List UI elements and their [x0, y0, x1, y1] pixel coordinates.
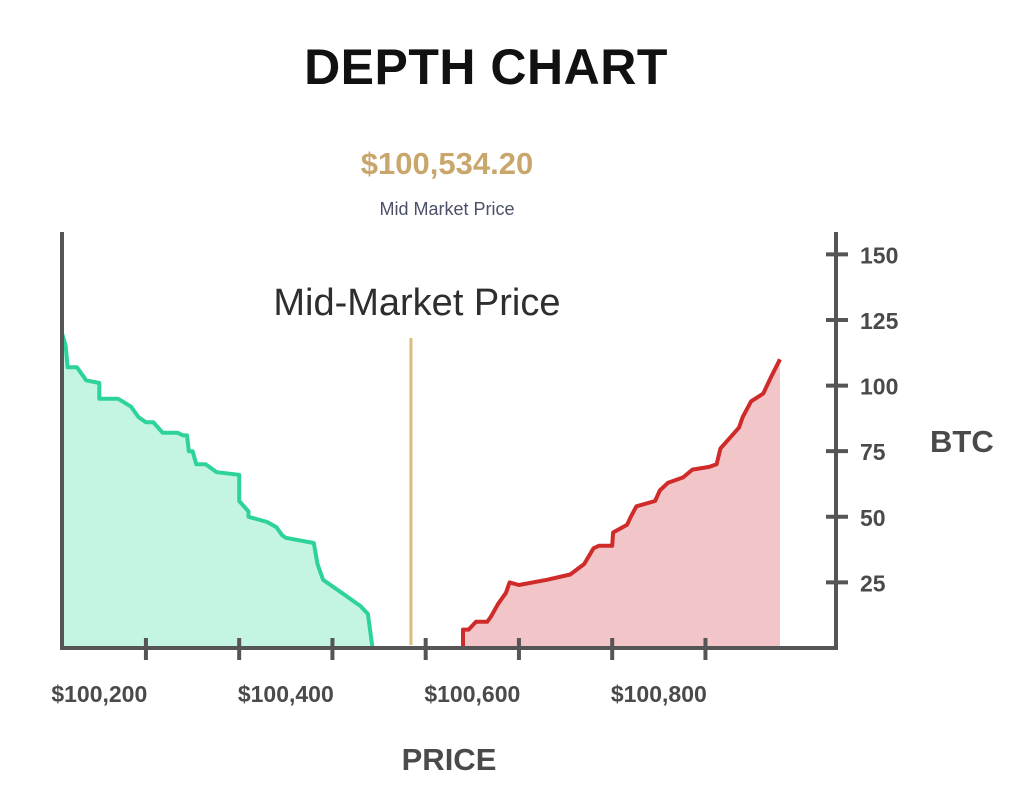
asks-area	[463, 359, 780, 648]
bids-line	[60, 332, 375, 649]
x-tick-label: $100,400	[238, 681, 334, 707]
y-tick-label: 25	[860, 570, 886, 596]
page-title: DEPTH CHART	[304, 39, 668, 95]
asks-line	[461, 358, 782, 648]
y-axis-title: BTC	[930, 424, 994, 459]
y-tick-label: 75	[860, 439, 886, 465]
y-tick-label: 150	[860, 242, 898, 268]
mid-market-price-caption: Mid Market Price	[379, 199, 515, 219]
x-axis-title: PRICE	[402, 742, 497, 777]
x-tick-label: $100,800	[611, 681, 707, 707]
y-ticks: 25 50 75 100 125 150	[826, 242, 899, 596]
mid-market-price-annotation: Mid-Market Price	[273, 282, 560, 324]
y-tick-label: 125	[860, 308, 899, 334]
x-tick-label: $100,600	[424, 681, 520, 707]
y-tick-label: 100	[860, 374, 898, 400]
y-tick-label: 50	[860, 505, 886, 531]
bids-area	[62, 333, 373, 648]
x-tick-label: $100,200	[51, 681, 147, 707]
x-ticks: $100,200 $100,400 $100,600 $100,800	[51, 638, 708, 707]
mid-market-price-value: $100,534.20	[360, 146, 534, 181]
